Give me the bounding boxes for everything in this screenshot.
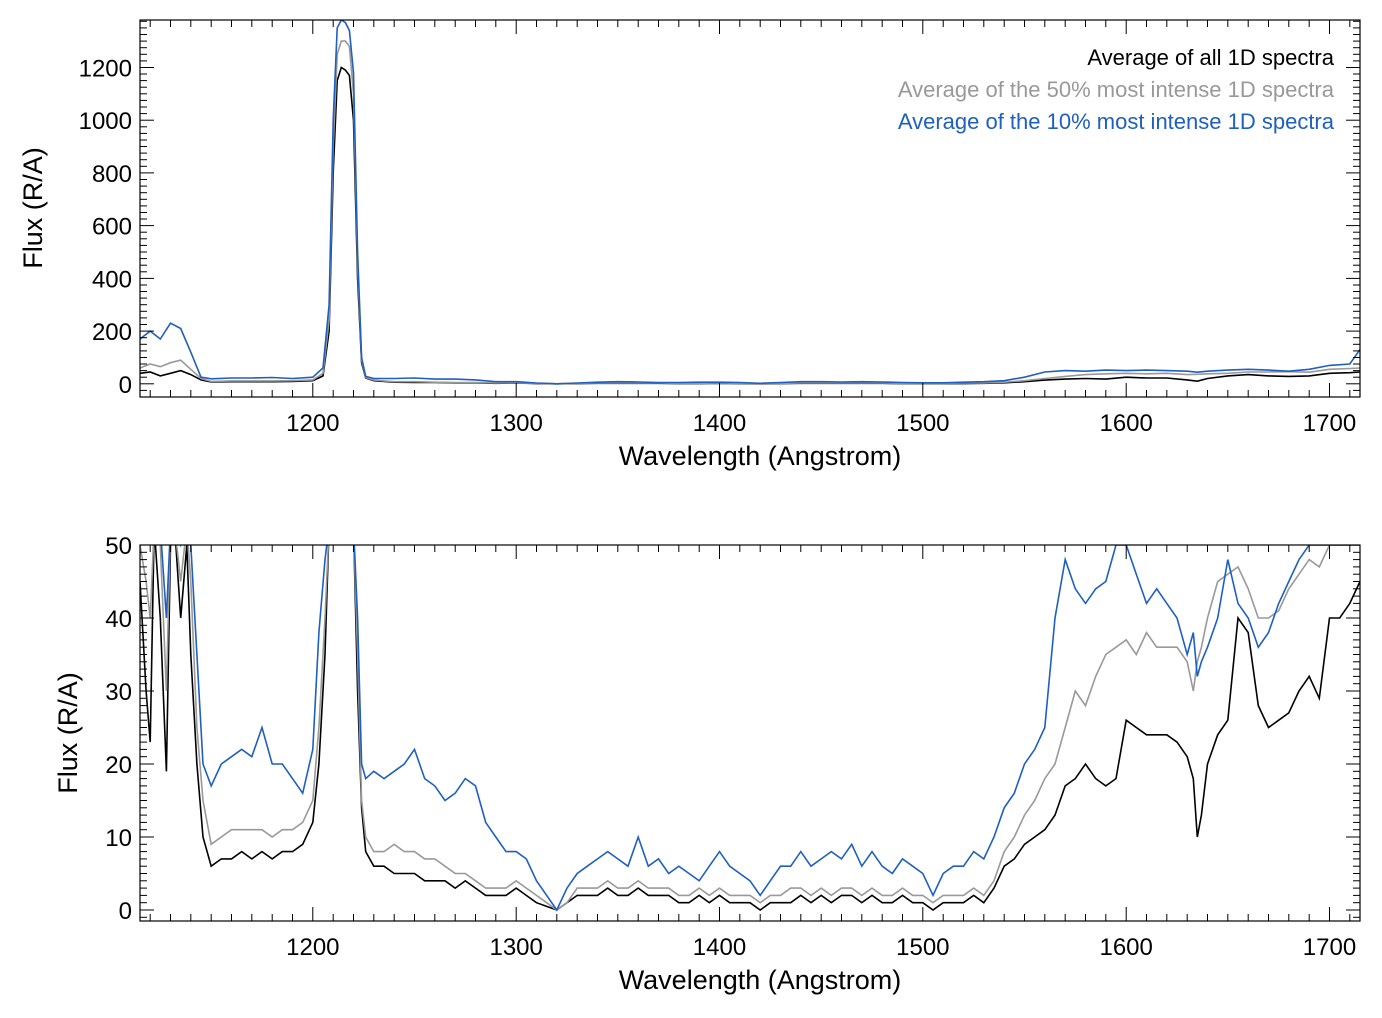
- series-line-top50: [140, 545, 1360, 911]
- y-tick-label: 0: [119, 372, 132, 399]
- y-axis-title: Flux (R/A): [18, 147, 48, 269]
- x-tick-label: 1200: [286, 410, 339, 437]
- x-tick-label: 1500: [896, 410, 949, 437]
- y-tick-label: 400: [92, 266, 132, 293]
- legend-entry-all: Average of all 1D spectra: [1087, 45, 1334, 70]
- x-tick-label: 1700: [1303, 410, 1356, 437]
- y-axis-title: Flux (R/A): [53, 672, 83, 794]
- y-tick-label: 50: [105, 533, 132, 560]
- y-tick-label: 1200: [79, 55, 132, 82]
- x-tick-label: 1400: [693, 410, 746, 437]
- x-tick-label: 1300: [489, 934, 542, 961]
- y-tick-label: 200: [92, 319, 132, 346]
- plot-frame: [139, 544, 1361, 922]
- x-tick-label: 1600: [1099, 934, 1152, 961]
- x-tick-label: 1400: [693, 934, 746, 961]
- legend-entry-top10: Average of the 10% most intense 1D spect…: [898, 109, 1335, 134]
- y-tick-label: 40: [105, 606, 132, 633]
- series-line-all: [140, 545, 1360, 911]
- x-axis-title: Wavelength (Angstrom): [619, 965, 902, 995]
- y-tick-label: 800: [92, 161, 132, 188]
- series-line-top50: [140, 40, 1360, 385]
- y-tick-label: 30: [105, 679, 132, 706]
- legend: Average of all 1D spectra Average of the…: [898, 45, 1335, 134]
- bottom-panel: 1200 1300 1400 1500 1600 1700 0 10 20 30 40 50 Wavel…: [53, 533, 1361, 995]
- x-tick-label: 1200: [286, 934, 339, 961]
- legend-entry-top50: Average of the 50% most intense 1D spect…: [898, 77, 1335, 102]
- series-line-top10: [140, 20, 1360, 385]
- series-line-top10: [149, 545, 1360, 912]
- x-tick-label: 1600: [1099, 410, 1152, 437]
- y-tick-label: 1000: [79, 108, 132, 135]
- top-panel: 1200 1300 1400 1500 1600 1700 0 200 400 600 800 100…: [18, 19, 1361, 471]
- y-tick-label: 20: [105, 752, 132, 779]
- plot-frame: [139, 19, 1361, 398]
- y-tick-label: 600: [92, 214, 132, 241]
- x-axis-title: Wavelength (Angstrom): [619, 441, 902, 471]
- x-tick-label: 1700: [1303, 934, 1356, 961]
- y-tick-label: 0: [119, 898, 132, 925]
- x-tick-label: 1500: [896, 934, 949, 961]
- x-tick-label: 1300: [489, 410, 542, 437]
- y-tick-label: 10: [105, 825, 132, 852]
